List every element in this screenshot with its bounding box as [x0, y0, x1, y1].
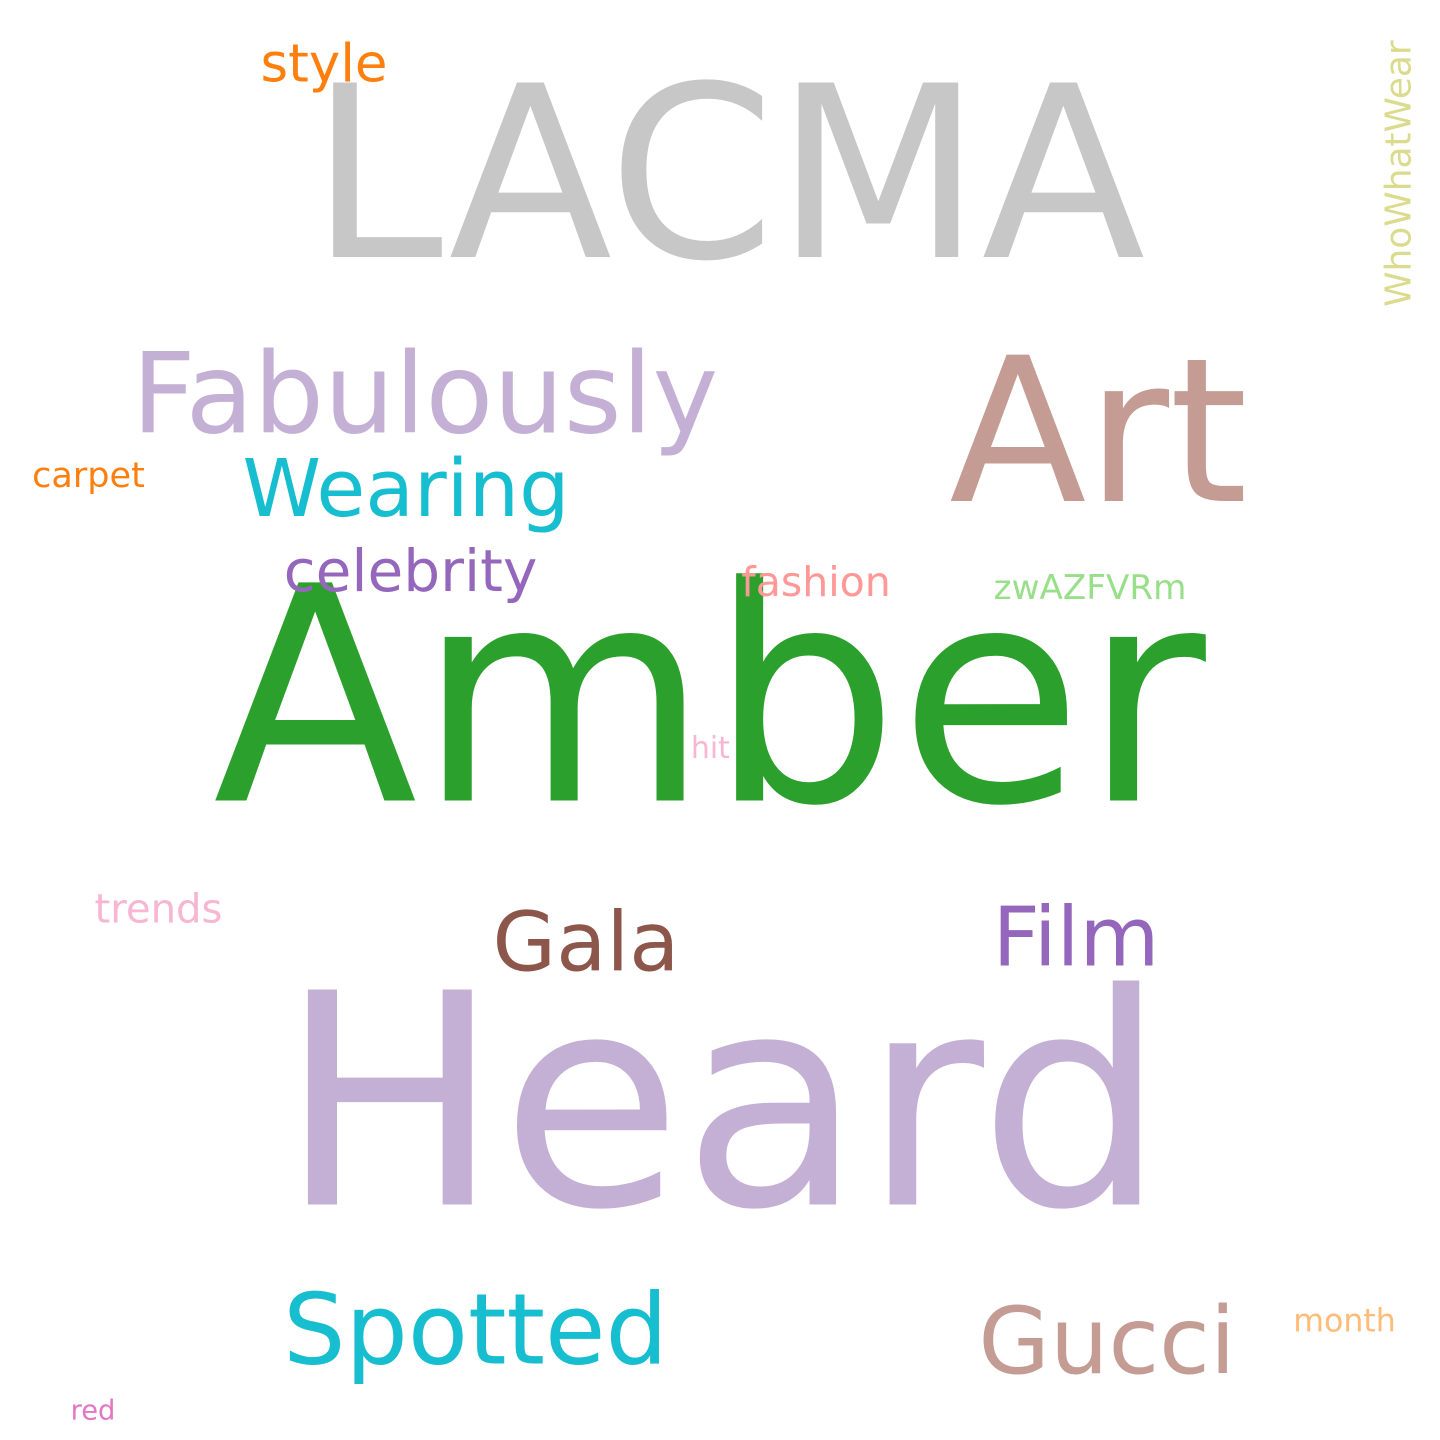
- word-film: Film: [993, 891, 1160, 986]
- word-lacma: LACMA: [310, 36, 1146, 314]
- word-amber: Amber: [213, 523, 1209, 872]
- word-art: Art: [949, 316, 1248, 549]
- word-spotted: Spotted: [283, 1274, 668, 1388]
- word-gucci: Gucci: [978, 1287, 1235, 1395]
- word-heard: Heard: [279, 931, 1166, 1275]
- word-red: red: [71, 1396, 116, 1427]
- word-carpet: carpet: [32, 455, 145, 496]
- word-whowhatwear: WhoWhatWear: [1379, 40, 1420, 307]
- word-celebrity: celebrity: [284, 537, 538, 605]
- word-fabulously: Fabulously: [132, 331, 719, 460]
- word-fashion: fashion: [741, 558, 890, 606]
- word-gala: Gala: [493, 896, 680, 991]
- word-style: style: [260, 34, 387, 95]
- word-wearing: Wearing: [242, 442, 569, 535]
- word-trends: trends: [95, 887, 223, 933]
- word-zwazfvrm: zwAZFVRm: [994, 568, 1187, 608]
- word-month: month: [1293, 1304, 1396, 1340]
- word-hit: hit: [691, 731, 730, 766]
